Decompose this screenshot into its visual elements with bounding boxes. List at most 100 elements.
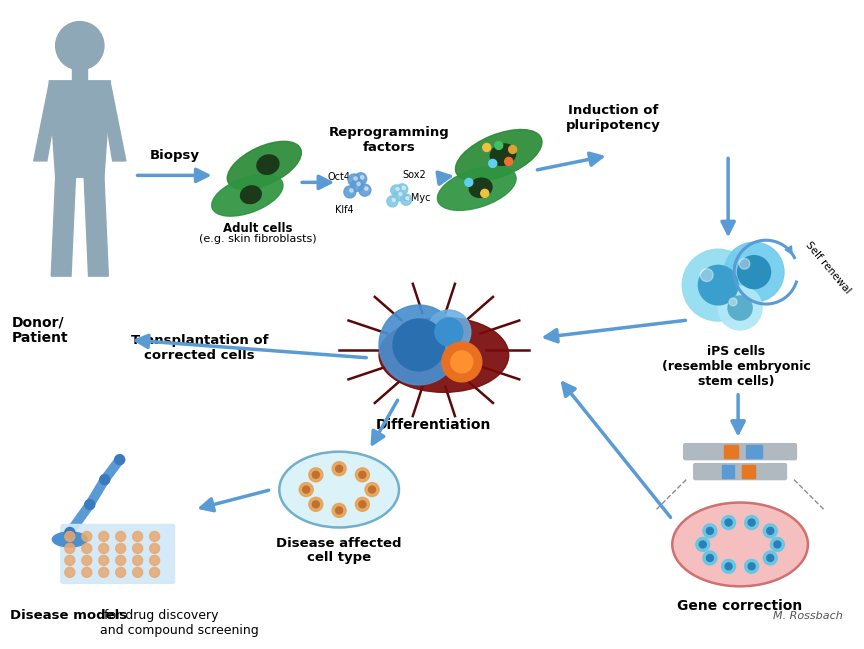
Circle shape bbox=[435, 318, 463, 346]
Circle shape bbox=[721, 515, 735, 530]
Circle shape bbox=[308, 468, 323, 482]
Circle shape bbox=[725, 563, 732, 570]
Bar bbox=[746, 445, 762, 458]
Circle shape bbox=[348, 174, 360, 186]
Ellipse shape bbox=[490, 144, 516, 165]
Circle shape bbox=[399, 192, 402, 195]
Circle shape bbox=[393, 319, 445, 371]
Circle shape bbox=[98, 543, 109, 554]
Circle shape bbox=[357, 182, 360, 186]
Text: Oct4: Oct4 bbox=[327, 173, 351, 182]
Circle shape bbox=[393, 190, 404, 201]
Polygon shape bbox=[99, 84, 126, 161]
Bar bbox=[724, 445, 738, 458]
Circle shape bbox=[365, 187, 368, 190]
Circle shape bbox=[354, 177, 357, 180]
Circle shape bbox=[703, 551, 717, 565]
Text: Gene correction: Gene correction bbox=[677, 599, 803, 613]
Circle shape bbox=[397, 184, 408, 195]
Circle shape bbox=[149, 532, 160, 541]
Circle shape bbox=[401, 194, 411, 205]
Circle shape bbox=[98, 532, 109, 541]
Ellipse shape bbox=[379, 317, 509, 393]
Circle shape bbox=[133, 532, 143, 541]
Circle shape bbox=[774, 541, 781, 548]
Text: Klf4: Klf4 bbox=[335, 205, 353, 215]
Circle shape bbox=[82, 556, 92, 565]
Text: Reprogramming
factors: Reprogramming factors bbox=[328, 125, 449, 154]
Circle shape bbox=[98, 556, 109, 565]
FancyBboxPatch shape bbox=[683, 444, 797, 459]
FancyBboxPatch shape bbox=[694, 463, 786, 480]
Circle shape bbox=[350, 189, 353, 192]
Circle shape bbox=[391, 185, 402, 196]
Ellipse shape bbox=[455, 130, 542, 181]
Circle shape bbox=[748, 563, 755, 570]
Circle shape bbox=[359, 471, 365, 478]
Circle shape bbox=[745, 515, 759, 530]
Bar bbox=[72, 67, 87, 81]
Circle shape bbox=[149, 556, 160, 565]
Circle shape bbox=[369, 486, 376, 493]
Circle shape bbox=[65, 567, 75, 578]
Circle shape bbox=[365, 483, 379, 496]
Circle shape bbox=[359, 184, 371, 196]
Circle shape bbox=[739, 258, 750, 269]
Circle shape bbox=[133, 567, 143, 578]
Ellipse shape bbox=[240, 186, 261, 204]
Circle shape bbox=[116, 532, 125, 541]
Text: Disease affected: Disease affected bbox=[276, 537, 402, 550]
Circle shape bbox=[728, 296, 753, 320]
Circle shape bbox=[683, 249, 754, 321]
Circle shape bbox=[442, 342, 482, 382]
Circle shape bbox=[65, 528, 75, 537]
Ellipse shape bbox=[672, 502, 808, 586]
Ellipse shape bbox=[257, 155, 279, 175]
Circle shape bbox=[766, 528, 774, 534]
Circle shape bbox=[392, 199, 396, 202]
Circle shape bbox=[335, 465, 343, 472]
Polygon shape bbox=[34, 84, 60, 161]
Circle shape bbox=[133, 556, 143, 565]
Text: Donor/
Patient: Donor/ Patient bbox=[12, 315, 68, 345]
Text: Self renewal: Self renewal bbox=[804, 240, 853, 296]
Text: M. Rossbach: M. Rossbach bbox=[773, 611, 842, 621]
Text: Induction of
pluripotency: Induction of pluripotency bbox=[566, 104, 661, 132]
Circle shape bbox=[313, 501, 320, 508]
Circle shape bbox=[149, 543, 160, 554]
Text: Adult cells: Adult cells bbox=[223, 222, 292, 236]
Circle shape bbox=[748, 519, 755, 526]
Circle shape bbox=[402, 186, 405, 190]
Circle shape bbox=[745, 559, 759, 573]
Circle shape bbox=[359, 501, 365, 508]
Ellipse shape bbox=[212, 175, 283, 216]
Circle shape bbox=[313, 471, 320, 478]
Ellipse shape bbox=[437, 166, 516, 210]
Ellipse shape bbox=[227, 141, 302, 190]
Circle shape bbox=[116, 543, 125, 554]
Text: Sox2: Sox2 bbox=[402, 171, 426, 180]
Circle shape bbox=[133, 543, 143, 554]
Circle shape bbox=[355, 497, 370, 511]
Bar bbox=[742, 465, 755, 478]
Circle shape bbox=[65, 556, 75, 565]
Text: for drug discovery
and compound screening: for drug discovery and compound screenin… bbox=[99, 609, 258, 637]
Circle shape bbox=[299, 483, 313, 496]
Ellipse shape bbox=[279, 452, 399, 528]
Circle shape bbox=[707, 528, 714, 534]
Text: Disease models: Disease models bbox=[10, 609, 127, 622]
FancyBboxPatch shape bbox=[60, 524, 175, 583]
Circle shape bbox=[116, 567, 125, 578]
Circle shape bbox=[766, 554, 774, 561]
Circle shape bbox=[703, 524, 717, 538]
Bar bbox=[722, 465, 734, 478]
Polygon shape bbox=[84, 177, 108, 276]
Circle shape bbox=[707, 554, 714, 561]
Circle shape bbox=[699, 541, 706, 548]
Circle shape bbox=[99, 474, 110, 485]
Circle shape bbox=[116, 556, 125, 565]
Circle shape bbox=[335, 507, 343, 514]
Circle shape bbox=[332, 504, 346, 517]
Circle shape bbox=[495, 141, 503, 149]
Circle shape bbox=[98, 567, 109, 578]
